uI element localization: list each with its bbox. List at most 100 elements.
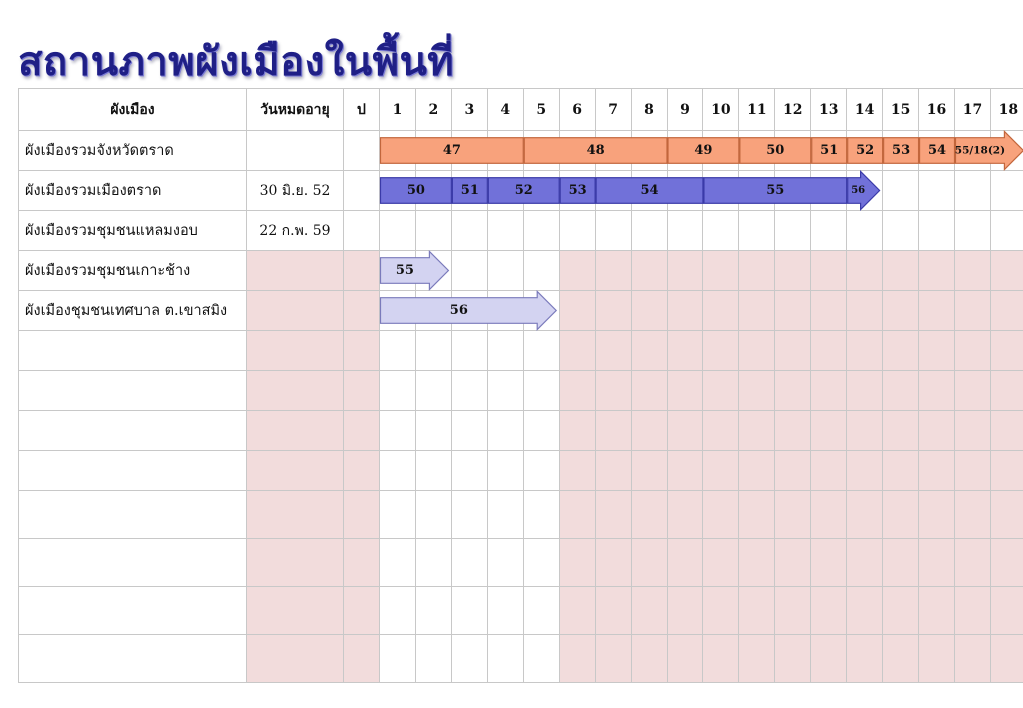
header-col-9: 9 <box>666 88 704 131</box>
expiry-date-cell: 30 มิ.ย. 52 <box>246 170 344 211</box>
header-col-13: 13 <box>810 88 848 131</box>
timeline-cell <box>594 130 632 171</box>
timeline-cell <box>379 170 416 211</box>
timeline-cell <box>558 210 596 251</box>
timeline-cell <box>450 538 488 587</box>
timeline-cell <box>558 634 596 683</box>
timeline-cell <box>702 490 740 539</box>
plan-name-cell <box>18 330 247 371</box>
timeline-cell <box>522 490 560 539</box>
timeline-cell <box>810 290 848 331</box>
plan-row: ผังเมืองรวมเมืองตราด 30 มิ.ย. 52 <box>18 170 1023 211</box>
timeline-cell <box>630 330 668 371</box>
timeline-cell <box>810 210 848 251</box>
expiry-date-cell <box>246 130 344 171</box>
timeline-cell <box>774 250 812 291</box>
timeline-cell <box>414 210 452 251</box>
plan-row <box>18 450 1023 491</box>
timeline-cell <box>846 586 884 635</box>
timeline-cell <box>846 250 884 291</box>
year-cell <box>343 370 380 411</box>
timeline-cell <box>882 410 920 451</box>
timeline-cell <box>558 130 596 171</box>
expiry-date-cell <box>246 250 344 291</box>
timeline-cell <box>450 330 488 371</box>
header-col-4: 4 <box>486 88 524 131</box>
timeline-cell <box>630 410 668 451</box>
timeline-cell <box>918 330 955 371</box>
timeline-cell <box>738 250 776 291</box>
timeline-cell <box>702 170 740 211</box>
timeline-cell <box>954 170 991 211</box>
timeline-cell <box>414 586 452 635</box>
timeline-cell <box>558 538 596 587</box>
header-col-3: 3 <box>450 88 488 131</box>
timeline-cell <box>774 538 812 587</box>
timeline-cell <box>954 250 991 291</box>
timeline-cell <box>774 490 812 539</box>
plan-row: ผังเมืองรวมชุมชนแหลมงอบ 22 ก.พ. 59 <box>18 210 1023 251</box>
timeline-cell <box>379 130 416 171</box>
timeline-cell <box>558 330 596 371</box>
timeline-cell <box>810 330 848 371</box>
timeline-cell <box>450 210 488 251</box>
timeline-cell <box>594 330 632 371</box>
plan-rows: ผังเมืองรวมจังหวัดตราด ผังเมืองรวมเมืองตร… <box>18 130 1023 683</box>
timeline-cell <box>666 290 704 331</box>
timeline-cell <box>522 210 560 251</box>
timeline-cell <box>414 634 452 683</box>
timeline-cell <box>882 634 920 683</box>
timeline-cell <box>486 370 524 411</box>
timeline-cell <box>702 330 740 371</box>
header-col-7: 7 <box>594 88 632 131</box>
timeline-cell <box>846 410 884 451</box>
plan-name-cell: ผังเมืองรวมชุมชนแหลมงอบ <box>18 210 247 251</box>
header-plan: ผังเมือง <box>18 88 247 131</box>
timeline-cell <box>846 330 884 371</box>
expiry-date-cell <box>246 450 344 491</box>
timeline-cell <box>918 210 955 251</box>
timeline-cell <box>666 538 704 587</box>
year-cell <box>343 450 380 491</box>
timeline-cell <box>630 538 668 587</box>
timeline-cell <box>702 290 740 331</box>
year-cell <box>343 538 380 587</box>
timeline-cell <box>882 330 920 371</box>
timeline-cell <box>450 170 488 211</box>
timeline-cell <box>989 538 1023 587</box>
header-col-17: 17 <box>954 88 991 131</box>
timeline-cell <box>918 290 955 331</box>
plan-name-cell: ผังเมืองรวมชุมชนเกาะช้าง <box>18 250 247 291</box>
timeline-cell <box>702 370 740 411</box>
year-cell <box>343 170 380 211</box>
timeline-cell <box>558 490 596 539</box>
header-col-6: 6 <box>558 88 596 131</box>
timeline-cell <box>954 130 991 171</box>
timeline-cell <box>882 130 920 171</box>
timeline-cell <box>774 330 812 371</box>
timeline-cell <box>558 250 596 291</box>
year-cell <box>343 130 380 171</box>
timeline-cell <box>450 290 488 331</box>
timeline-cell <box>918 410 955 451</box>
timeline-cell <box>630 250 668 291</box>
timeline-cell <box>379 586 416 635</box>
expiry-date-cell <box>246 634 344 683</box>
timeline-cell <box>414 450 452 491</box>
timeline-cell <box>414 250 452 291</box>
timeline-cell <box>882 450 920 491</box>
timeline-cell <box>486 490 524 539</box>
year-cell <box>343 330 380 371</box>
timeline-cell <box>882 370 920 411</box>
timeline-cell <box>882 538 920 587</box>
timeline-cell <box>774 634 812 683</box>
timeline-cell <box>954 538 991 587</box>
timeline-cell <box>414 130 452 171</box>
timeline-cell <box>918 450 955 491</box>
timeline-cell <box>846 634 884 683</box>
timeline-cell <box>522 586 560 635</box>
timeline-cell <box>882 290 920 331</box>
timeline-cell <box>989 170 1023 211</box>
timeline-cell <box>810 130 848 171</box>
timeline-cell <box>702 250 740 291</box>
